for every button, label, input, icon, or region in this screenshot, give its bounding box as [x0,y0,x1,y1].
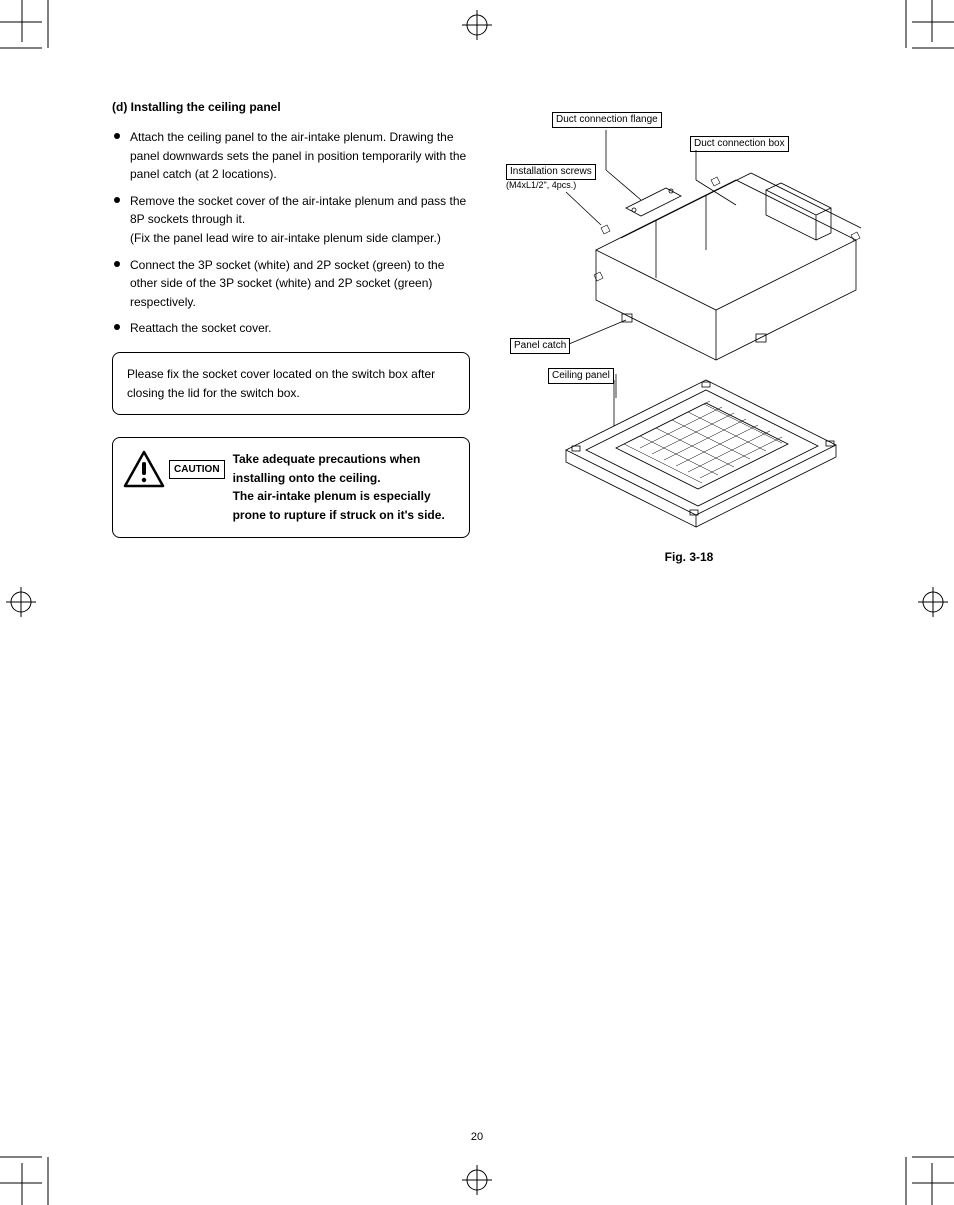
figure-caption: Fig. 3-18 [506,550,872,564]
caution-label: CAUTION [169,460,225,479]
callout-duct-flange: Duct connection flange [552,112,662,128]
warning-icon [123,450,165,488]
caution-text: Take adequate precautions when installin… [233,450,459,524]
list-item: Connect the 3P socket (white) and 2P soc… [130,256,470,312]
list-item: Reattach the socket cover. [130,319,470,338]
caution-header: CAUTION [123,450,225,488]
left-column: (d) Installing the ceiling panel Attach … [112,100,470,538]
list-item: Attach the ceiling panel to the air-inta… [130,128,470,184]
page-number: 20 [0,1131,954,1143]
list-item: Remove the socket cover of the air-intak… [130,192,470,248]
section-title: (d) Installing the ceiling panel [112,100,470,114]
figure-diagram [506,130,872,550]
note-text: Please fix the socket cover located on t… [127,367,435,400]
caution-box: CAUTION Take adequate precautions when i… [112,437,470,537]
instruction-list: Attach the ceiling panel to the air-inta… [112,128,470,338]
list-text: Reattach the socket cover. [130,321,271,335]
note-box: Please fix the socket cover located on t… [112,352,470,415]
list-text: Attach the ceiling panel to the air-inta… [130,130,466,181]
list-text: Remove the socket cover of the air-intak… [130,194,466,245]
list-text: Connect the 3P socket (white) and 2P soc… [130,258,444,309]
callout-text: Duct connection flange [552,112,662,128]
